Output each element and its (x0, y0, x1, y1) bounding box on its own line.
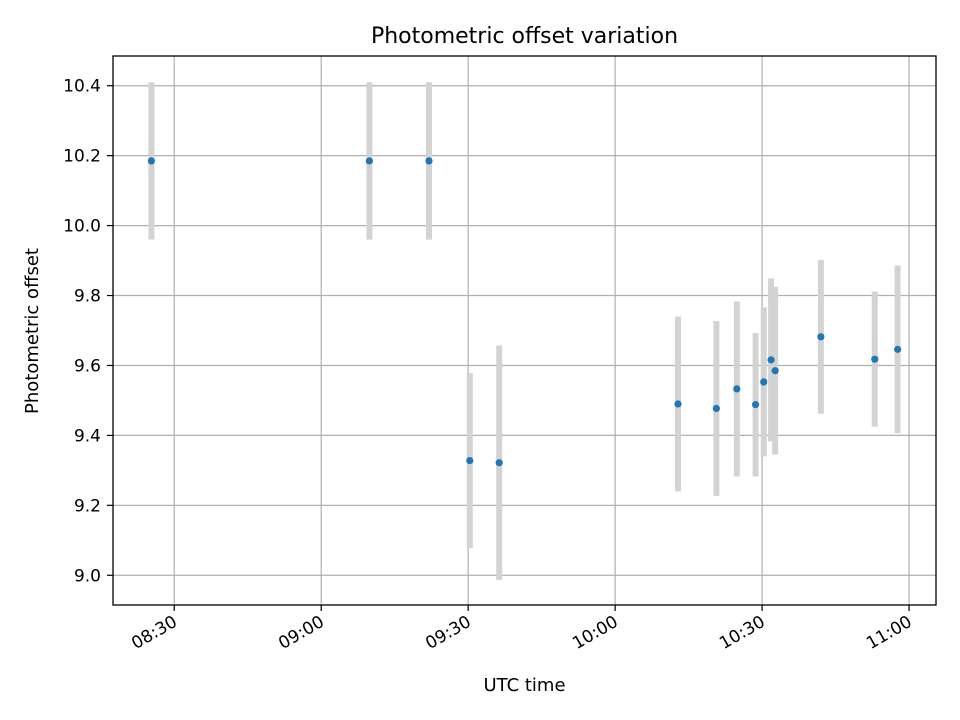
data-point (425, 157, 433, 165)
data-point (365, 157, 373, 165)
chart-title: Photometric offset variation (371, 24, 678, 49)
data-point (894, 345, 902, 353)
data-point (771, 367, 779, 375)
plot-frame (112, 55, 937, 606)
y-tick-label: 10.4 (63, 77, 101, 97)
data-point (871, 355, 879, 363)
y-tick-label: 10.2 (63, 147, 101, 167)
data-point (817, 333, 825, 341)
data-point (495, 459, 503, 467)
data-point (767, 356, 775, 364)
x-axis-label: UTC time (483, 675, 565, 696)
y-tick-label: 9.2 (74, 496, 101, 516)
data-point (712, 404, 720, 413)
data-point (733, 385, 741, 393)
y-tick-label: 9.8 (74, 287, 101, 307)
y-tick-label: 10.0 (63, 217, 101, 237)
y-axis-label: Photometric offset (22, 248, 43, 414)
point-layer (147, 157, 902, 467)
data-point (147, 157, 155, 165)
y-tick-label: 9.6 (74, 356, 101, 376)
data-point (466, 456, 474, 465)
y-tick-label: 9.4 (74, 426, 101, 446)
data-point (760, 378, 768, 386)
y-tick-label: 9.0 (74, 566, 101, 586)
data-point (751, 401, 760, 409)
data-point (674, 400, 682, 408)
